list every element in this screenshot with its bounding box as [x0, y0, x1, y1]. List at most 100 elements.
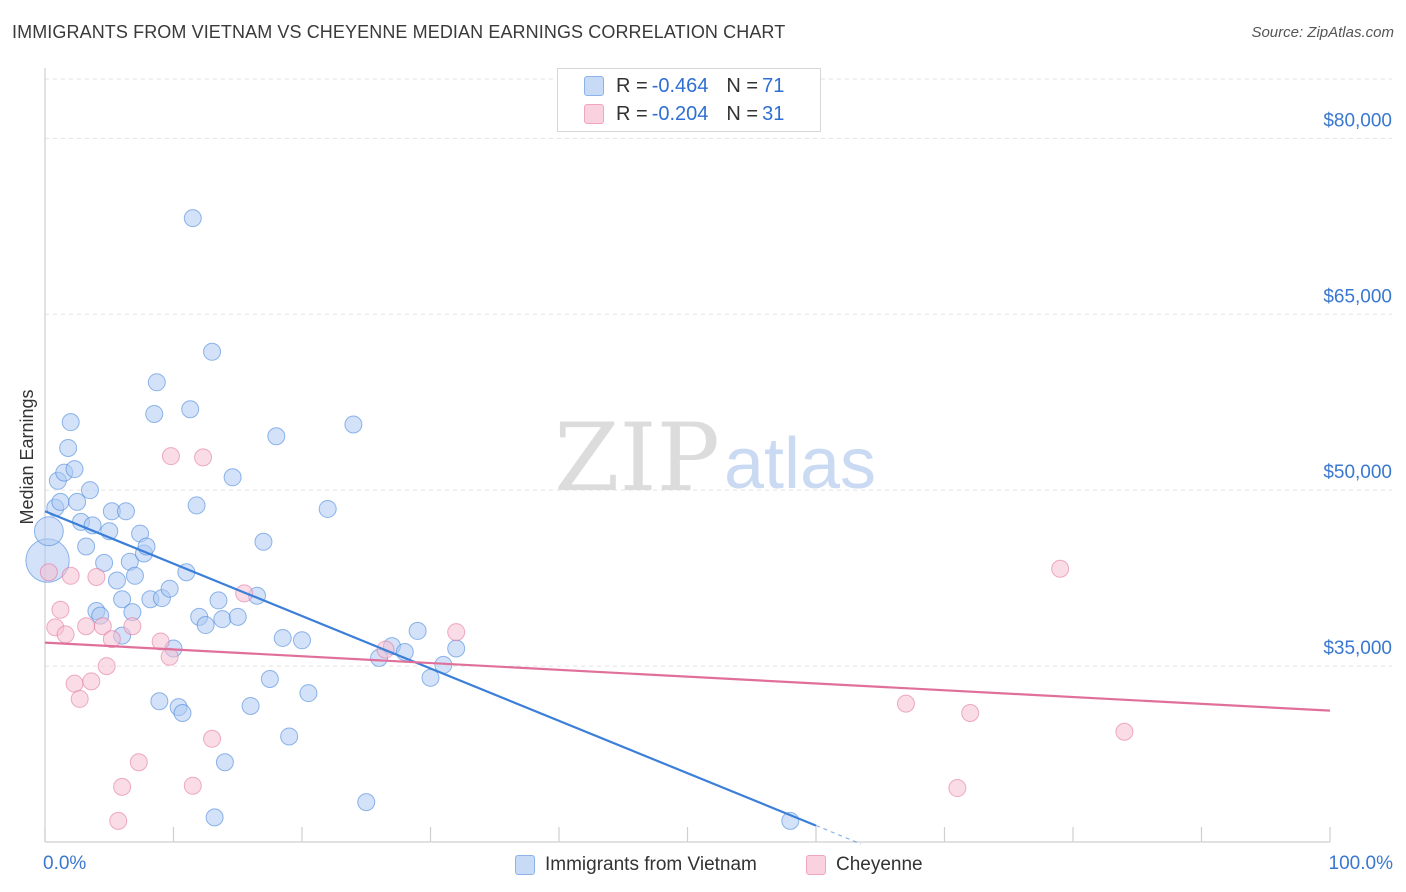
point-cheyenne — [77, 617, 96, 636]
point-vietnam — [280, 727, 299, 746]
point-vietnam — [68, 492, 87, 511]
point-cheyenne — [151, 632, 170, 651]
y-tick-label: $50,000 — [1323, 462, 1392, 483]
legend-swatch-vietnam — [515, 855, 535, 875]
point-vietnam — [203, 342, 222, 361]
legend-swatch-vietnam — [584, 76, 604, 96]
point-vietnam — [223, 468, 242, 487]
point-vietnam — [80, 481, 99, 500]
point-vietnam — [209, 591, 228, 610]
legend-row-vietnam: R = -0.464 N = 71 — [558, 72, 784, 100]
data-points — [25, 209, 1134, 830]
point-cheyenne — [39, 563, 58, 582]
y-tick-label: $65,000 — [1323, 286, 1392, 307]
axis-labels: $35,000 $50,000 $65,000 $80,000 0.0% 100.0% Me… — [17, 110, 1393, 874]
point-vietnam — [196, 616, 215, 635]
point-vietnam — [447, 639, 466, 658]
point-cheyenne — [113, 777, 132, 796]
gridlines — [45, 78, 1392, 667]
point-cheyenne — [82, 672, 101, 691]
point-vietnam — [187, 496, 206, 515]
point-cheyenne — [70, 689, 89, 708]
y-tick-label: $80,000 — [1323, 110, 1392, 131]
source-label: Source: ZipAtlas.com — [1251, 24, 1394, 41]
point-vietnam — [299, 684, 318, 703]
legend-swatch-cheyenne — [806, 855, 826, 875]
point-vietnam — [205, 808, 224, 827]
point-cheyenne — [447, 623, 466, 642]
point-vietnam — [213, 610, 232, 629]
point-vietnam — [228, 607, 247, 626]
x-tick-label: 100.0% — [1329, 853, 1394, 874]
y-tick-label: $35,000 — [1323, 638, 1392, 659]
watermark-atlas: atlas — [724, 424, 876, 504]
point-vietnam — [61, 413, 80, 432]
trend-line-vietnam — [44, 510, 817, 827]
point-cheyenne — [51, 600, 70, 619]
n-label: N = — [726, 74, 759, 97]
correlation-legend: R = -0.464 N = 71 R = -0.204 N = 31 — [557, 68, 821, 132]
x-tick-label: 0.0% — [43, 853, 86, 874]
point-vietnam — [116, 502, 135, 521]
point-cheyenne — [87, 567, 106, 586]
n-value: 71 — [762, 74, 785, 97]
point-vietnam — [65, 460, 84, 479]
trend-line-cheyenne — [44, 641, 1331, 712]
point-vietnam — [173, 704, 192, 722]
point-vietnam — [107, 571, 126, 590]
point-vietnam — [241, 696, 260, 715]
point-vietnam — [51, 492, 70, 511]
point-cheyenne — [961, 704, 980, 722]
point-cheyenne — [56, 625, 75, 644]
n-label: N = — [726, 102, 759, 125]
point-vietnam — [113, 590, 132, 609]
trend-lines — [44, 510, 1331, 845]
point-cheyenne — [65, 674, 84, 693]
point-vietnam — [273, 628, 292, 647]
point-vietnam — [254, 532, 273, 551]
r-value: -0.204 — [651, 102, 709, 125]
point-vietnam — [344, 415, 363, 434]
legend-label-cheyenne: Cheyenne — [836, 854, 923, 875]
axes — [44, 68, 1331, 843]
point-cheyenne — [102, 630, 121, 649]
point-vietnam — [147, 373, 166, 392]
point-vietnam — [125, 566, 144, 585]
point-vietnam — [150, 692, 169, 711]
point-cheyenne — [123, 617, 142, 636]
point-vietnam — [318, 499, 337, 518]
watermark-zip: ZIP — [554, 404, 720, 513]
point-cheyenne — [161, 447, 180, 466]
point-vietnam — [160, 579, 179, 598]
point-cheyenne — [93, 617, 112, 636]
trend-line-extension — [815, 825, 862, 845]
point-vietnam — [95, 553, 114, 572]
y-axis-title: Median Earnings — [17, 389, 37, 524]
point-cheyenne — [61, 566, 80, 585]
chart-title: IMMIGRANTS FROM VIETNAM VS CHEYENNE MEDI… — [12, 22, 786, 42]
legend-item-vietnam: Immigrants from Vietnam — [515, 852, 757, 878]
point-cheyenne — [109, 811, 128, 830]
point-vietnam — [260, 669, 279, 688]
point-vietnam — [293, 631, 311, 650]
legend-swatch-cheyenne — [584, 104, 604, 124]
n-value: 31 — [762, 102, 785, 125]
point-cheyenne — [896, 694, 915, 713]
legend-item-cheyenne: Cheyenne — [806, 852, 923, 878]
r-value: -0.464 — [651, 74, 709, 97]
r-label: R = — [616, 102, 648, 125]
point-vietnam — [183, 209, 202, 228]
point-vietnam — [215, 753, 234, 772]
point-cheyenne — [183, 776, 202, 795]
point-vietnam — [145, 404, 164, 423]
point-vietnam — [357, 793, 376, 812]
point-vietnam — [181, 400, 200, 419]
legend-row-cheyenne: R = -0.204 N = 31 — [558, 100, 784, 128]
point-cheyenne — [948, 779, 967, 798]
point-cheyenne — [1115, 722, 1134, 741]
point-vietnam — [33, 516, 64, 547]
point-vietnam — [77, 537, 96, 556]
r-label: R = — [616, 74, 648, 97]
point-cheyenne — [1051, 559, 1070, 578]
